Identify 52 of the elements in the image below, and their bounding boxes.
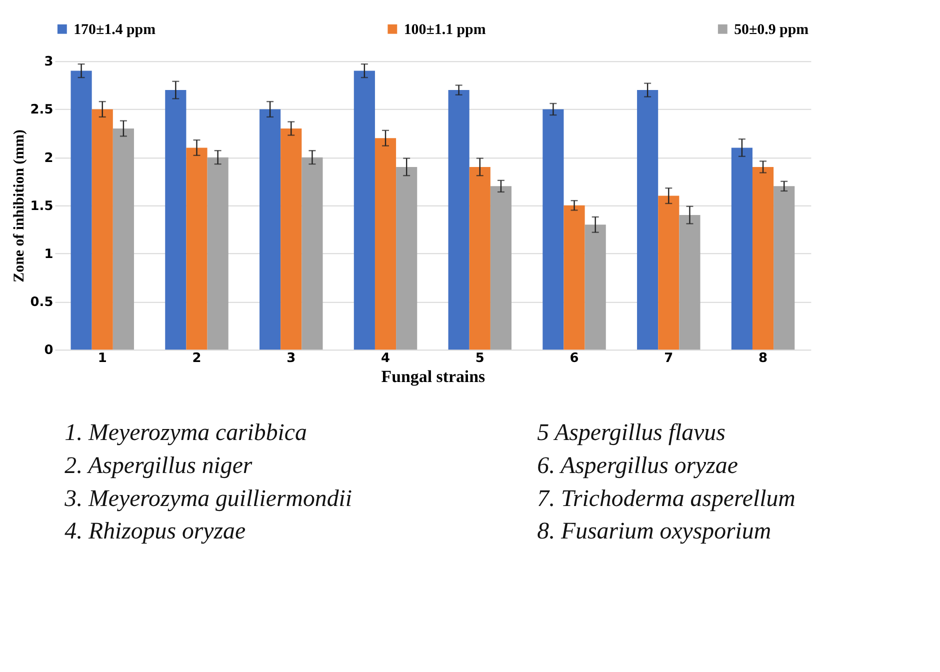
bar <box>752 166 774 350</box>
x-tick-label: 8 <box>758 351 768 366</box>
bar <box>584 224 606 350</box>
text: 6. Aspergillus oryzae <box>537 452 738 479</box>
y-tick-label: 0 <box>44 343 54 358</box>
bar <box>637 90 658 350</box>
bar <box>186 148 208 350</box>
text: 7. Trichoderma asperellum <box>537 486 796 512</box>
y-axis-title: Zone of inhibition (mm) <box>11 129 28 282</box>
x-tick-label: 1 <box>98 351 107 366</box>
legend-label: 50±0.9 ppm <box>734 22 810 38</box>
x-tick-label: 2 <box>192 351 202 366</box>
bar <box>731 148 752 350</box>
legend-label: 100±1.1 ppm <box>404 22 486 38</box>
bar <box>165 90 186 350</box>
bar <box>774 186 795 350</box>
x-tick-label: 3 <box>286 351 296 366</box>
bar <box>354 70 375 350</box>
y-tick-label: 2 <box>44 150 54 166</box>
bar <box>448 90 470 350</box>
bar <box>260 109 281 350</box>
legend-label: 170±1.4 ppm <box>74 22 156 38</box>
x-tick-label: 4 <box>381 351 390 366</box>
bar <box>490 186 512 350</box>
bar <box>564 205 585 350</box>
bar <box>112 128 134 350</box>
y-tick-label: 2.5 <box>30 102 54 118</box>
bar <box>374 138 396 350</box>
bar <box>469 166 490 350</box>
text: 1. Meyerozyma caribbica <box>64 420 307 446</box>
bar <box>92 109 113 350</box>
x-axis-title: Fungal strains <box>381 366 486 386</box>
bar <box>658 196 680 350</box>
bar <box>542 109 564 350</box>
bar <box>70 70 92 350</box>
y-tick-label: 3 <box>44 54 54 70</box>
text: 3. Meyerozyma guilliermondii <box>64 486 352 512</box>
text: 8. Fusarium oxysporium <box>537 518 772 545</box>
bar <box>679 215 700 350</box>
x-tick-label: 5 <box>475 351 484 366</box>
text: 5 Aspergillus flavus <box>537 420 726 446</box>
bar <box>302 157 323 350</box>
y-tick-label: 1.5 <box>30 198 54 214</box>
bar <box>280 128 302 350</box>
text: 4. Rhizopus oryzae <box>64 518 246 545</box>
bar <box>207 157 228 350</box>
x-tick-label: 6 <box>570 351 579 366</box>
text: 2. Aspergillus niger <box>64 452 253 479</box>
y-tick-label: 1 <box>44 246 54 262</box>
y-tick-label: 0.5 <box>30 295 54 310</box>
bar <box>396 166 418 350</box>
x-tick-label: 7 <box>664 351 674 366</box>
